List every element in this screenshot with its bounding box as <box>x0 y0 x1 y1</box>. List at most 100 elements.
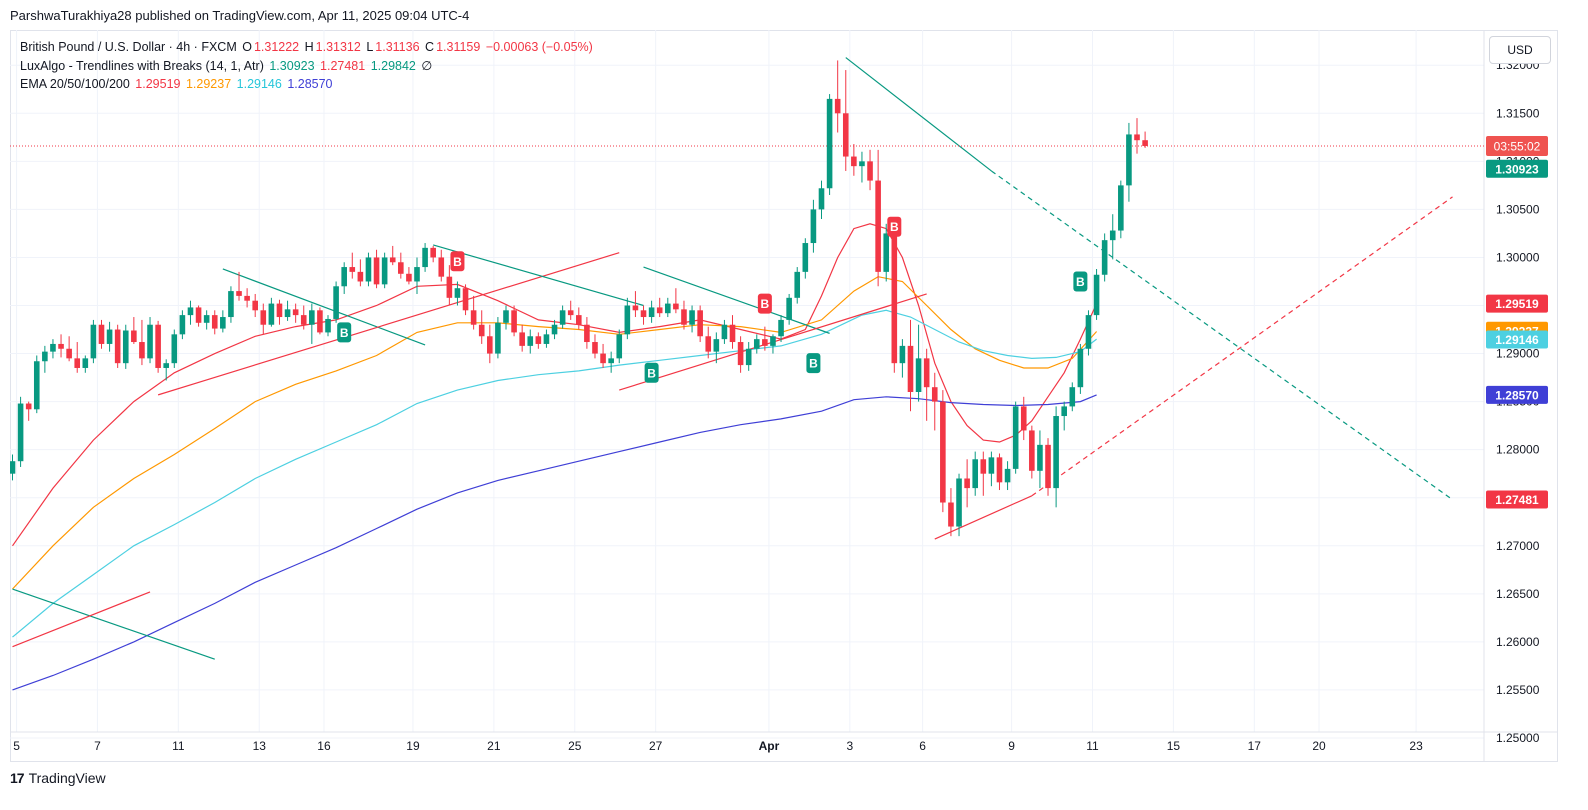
trendline <box>12 588 215 660</box>
candle-body <box>1053 416 1059 489</box>
countdown-tag: 03:55:02 <box>1494 139 1541 153</box>
candle-body <box>956 478 962 527</box>
candle-body <box>648 307 655 318</box>
break-signal-badge <box>450 251 465 272</box>
candle-body <box>567 310 574 316</box>
x-tick-label: 15 <box>1167 739 1181 753</box>
trendline <box>643 266 830 334</box>
ema-line <box>12 276 1098 590</box>
symbol-legend-row[interactable]: British Pound / U.S. Dollar · 4h · FXCM … <box>20 38 595 57</box>
tradingview-logo[interactable]: 17 TradingView <box>10 770 106 786</box>
candle-body <box>705 336 712 352</box>
candle-body <box>414 267 420 282</box>
candle-body <box>50 343 56 352</box>
candle-body <box>794 271 801 298</box>
candle-body <box>495 322 501 354</box>
candle-body <box>139 342 145 359</box>
candle-body <box>74 358 81 368</box>
price-scale-tag: 1.29146 <box>1495 333 1539 347</box>
candle-body <box>122 330 129 364</box>
candle-body <box>527 336 534 346</box>
x-tick-label: 19 <box>406 739 420 753</box>
chart-legend: British Pound / U.S. Dollar · 4h · FXCM … <box>20 38 595 94</box>
change-value: −0.00063 (−0.05%) <box>485 40 593 54</box>
price-scale-tag-bg <box>1486 330 1548 349</box>
y-tick-label: 1.25500 <box>1496 683 1540 697</box>
candle-body <box>584 324 590 343</box>
y-tick-label: 1.28000 <box>1496 443 1540 457</box>
candle-body <box>147 324 153 359</box>
currency-button[interactable]: USD <box>1489 36 1551 64</box>
x-tick-label: 21 <box>487 739 501 753</box>
candle-body <box>899 345 906 364</box>
candle-body <box>608 358 614 364</box>
candle-body <box>470 310 477 325</box>
trendline <box>222 268 426 346</box>
candle-body <box>300 315 307 325</box>
candle-body <box>778 319 784 337</box>
x-tick-label: 13 <box>253 739 267 753</box>
candle-body <box>535 336 542 344</box>
tradingview-brand-text: TradingView <box>28 770 106 786</box>
x-tick-label: 9 <box>1008 739 1015 753</box>
candle-body <box>624 305 631 335</box>
candle-body <box>389 257 396 263</box>
candle-body <box>753 339 760 349</box>
candle-body <box>114 329 121 364</box>
candle-body <box>689 310 695 325</box>
candle-body <box>446 276 453 298</box>
ema-line <box>12 309 1097 638</box>
symbol-name: British Pound / U.S. Dollar · 4h · FXCM <box>20 40 237 54</box>
trendline <box>991 170 1453 501</box>
price-scale-tag: 1.28570 <box>1495 388 1539 402</box>
break-signal-label: B <box>453 255 462 269</box>
candle-body <box>333 286 339 319</box>
x-tick-label: 17 <box>1248 739 1262 753</box>
candle-body <box>737 342 744 366</box>
candle-body <box>713 339 720 352</box>
luxalgo-value-2: 1.27481 <box>320 58 366 73</box>
price-scale-tag: 1.30923 <box>1495 162 1539 176</box>
low-label: L <box>366 40 374 54</box>
break-signal-badge <box>1073 271 1088 292</box>
candle-body <box>721 324 728 340</box>
candle-body <box>818 188 825 210</box>
price-scale-tag-bg <box>1486 159 1548 178</box>
y-tick-label: 1.31500 <box>1496 106 1540 120</box>
candle-body <box>1061 406 1067 417</box>
candle-body <box>551 324 558 335</box>
high-value: 1.31312 <box>315 40 361 54</box>
ema-name: EMA 20/50/100/200 <box>20 77 130 91</box>
candle-body <box>365 257 372 282</box>
candle-body <box>357 271 364 282</box>
ema-legend-row[interactable]: EMA 20/50/100/200 1.29519 1.29237 1.2914… <box>20 75 595 94</box>
break-signal-badge <box>887 216 902 237</box>
candle-body <box>697 310 703 337</box>
candle-body <box>1012 406 1019 469</box>
luxalgo-legend-row[interactable]: LuxAlgo - Trendlines with Breaks (14, 1,… <box>20 57 595 76</box>
candle-body <box>851 156 857 167</box>
open-label: O <box>242 40 252 54</box>
candle-body <box>244 295 250 301</box>
candle-body <box>640 310 647 318</box>
luxalgo-value-1: 1.30923 <box>269 58 315 73</box>
ema200-value: 1.28570 <box>287 77 333 91</box>
candle-body <box>1085 315 1092 349</box>
trendline <box>12 591 151 648</box>
ema100-value: 1.29146 <box>236 77 282 91</box>
candle-body <box>1029 430 1035 471</box>
candle-body <box>891 233 898 364</box>
candle-body <box>559 310 566 325</box>
candle-body <box>964 478 970 489</box>
close-label: C <box>425 40 435 54</box>
ema50-value: 1.29237 <box>185 77 232 91</box>
break-signal-badge <box>806 353 821 374</box>
x-tick-label: 11 <box>172 739 185 753</box>
y-tick-label: 1.26000 <box>1496 635 1540 649</box>
price-scale-tag-bg <box>1486 490 1548 509</box>
countdown-tag-bg <box>1486 135 1548 156</box>
candle-body <box>681 309 687 325</box>
candle-body <box>155 324 161 368</box>
candle-body <box>195 307 202 323</box>
